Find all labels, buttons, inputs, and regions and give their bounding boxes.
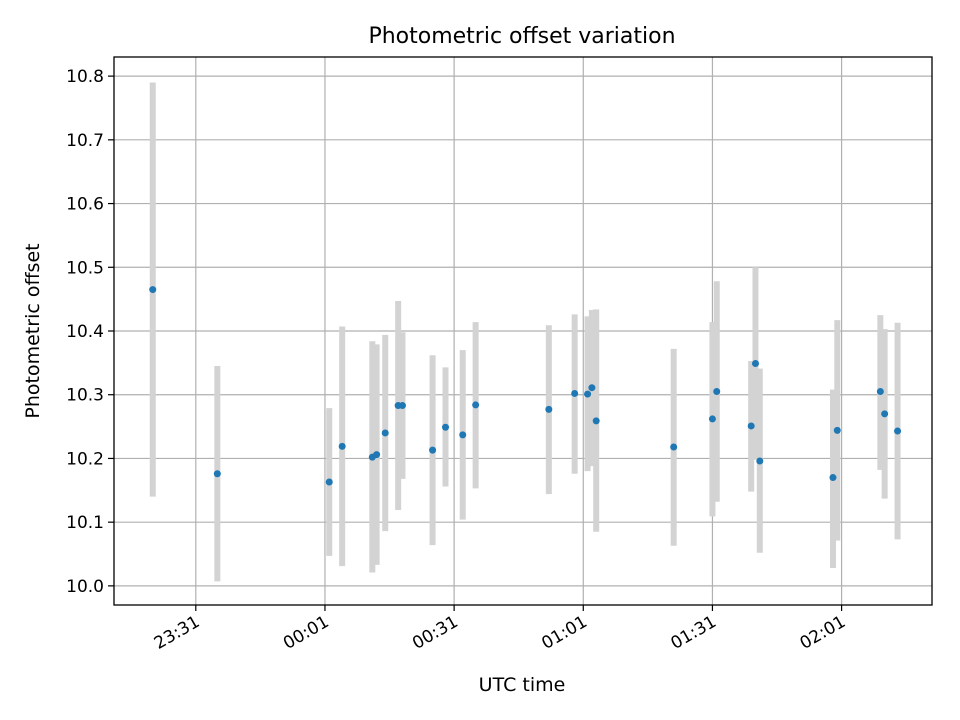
data-point <box>325 478 333 486</box>
y-tick-label: 10.2 <box>66 449 104 469</box>
data-point <box>670 443 678 451</box>
data-point <box>213 470 221 478</box>
error-bars <box>149 82 901 582</box>
x-tick-label: 01:31 <box>667 612 719 654</box>
chart-title: Photometric offset variation <box>368 24 675 49</box>
data-point <box>894 427 902 435</box>
y-tick-label: 10.3 <box>66 386 104 406</box>
grid <box>114 57 932 605</box>
y-axis-ticks: 10.0 10.1 10.2 10.3 10.4 10.5 10.6 10.7 10.8 <box>66 67 114 597</box>
data-point <box>751 359 759 367</box>
x-tick-label: 23:31 <box>151 612 203 654</box>
data-point <box>881 410 889 418</box>
data-point <box>545 405 553 413</box>
data-point <box>381 429 389 437</box>
x-tick-label: 01:01 <box>538 612 590 654</box>
data-point <box>373 451 381 459</box>
data-point <box>429 446 437 454</box>
x-axis-ticks: 23:31 00:01 00:31 01:01 01:31 02:01 <box>151 605 849 654</box>
y-tick-label: 10.6 <box>66 195 104 215</box>
y-axis-label: Photometric offset <box>22 243 44 418</box>
y-tick-label: 10.4 <box>66 322 104 342</box>
data-point <box>459 431 467 439</box>
data-point <box>472 401 480 409</box>
data-point <box>584 390 592 398</box>
data-point <box>829 474 837 482</box>
y-tick-label: 10.7 <box>66 131 104 151</box>
x-tick-label: 00:31 <box>409 612 461 654</box>
x-tick-label: 02:01 <box>797 612 849 654</box>
data-point <box>571 389 579 397</box>
data-point <box>592 417 600 425</box>
data-point <box>756 457 764 465</box>
data-point <box>833 426 841 434</box>
data-point <box>713 388 721 396</box>
y-tick-label: 10.1 <box>66 513 104 533</box>
y-tick-label: 10.5 <box>66 258 104 278</box>
data-point <box>338 442 346 450</box>
x-axis-label: UTC time <box>479 674 566 696</box>
x-tick-label: 00:01 <box>280 612 332 654</box>
data-point <box>442 423 450 431</box>
data-point <box>149 286 157 294</box>
data-points <box>149 286 902 486</box>
data-point <box>398 402 406 410</box>
data-point <box>747 422 755 430</box>
data-point <box>588 384 596 392</box>
data-point <box>876 388 884 396</box>
y-tick-label: 10.8 <box>66 67 104 87</box>
data-point <box>708 415 716 423</box>
y-tick-label: 10.0 <box>66 577 104 597</box>
